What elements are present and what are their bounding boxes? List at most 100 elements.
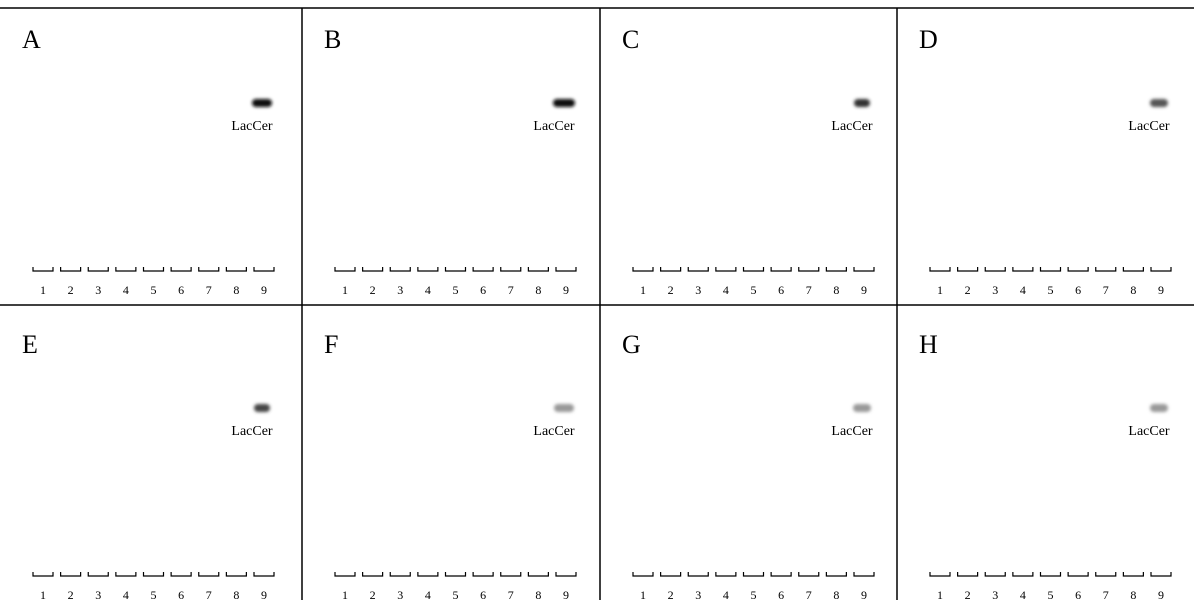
lane-number: 5: [453, 283, 459, 297]
lane-bracket: [958, 572, 978, 576]
band-label: LacCer: [231, 119, 273, 134]
lane-number: 1: [937, 588, 943, 600]
panel-letter: B: [324, 25, 341, 54]
lane-bracket: [446, 572, 466, 576]
lane-number: 2: [68, 283, 74, 297]
lane-bracket: [688, 572, 708, 576]
lane-bracket: [1013, 572, 1033, 576]
lane-number: 3: [695, 283, 701, 297]
lane-bracket: [501, 267, 521, 271]
band-label: LacCer: [533, 424, 575, 439]
lane-bracket: [144, 572, 164, 576]
lane-bracket: [116, 267, 136, 271]
lane-number: 4: [123, 283, 129, 297]
lane-bracket: [688, 267, 708, 271]
lane-number: 9: [861, 283, 867, 297]
lane-bracket: [744, 267, 764, 271]
lane-bracket: [446, 267, 466, 271]
lane-bracket: [1041, 267, 1061, 271]
lane-number: 7: [508, 588, 514, 600]
lane-number: 8: [833, 283, 839, 297]
lane-bracket: [254, 572, 274, 576]
lane-bracket: [116, 572, 136, 576]
lane-bracket: [363, 572, 383, 576]
lane-number: 4: [723, 588, 729, 600]
lane-bracket: [1041, 572, 1061, 576]
lane-number: 7: [508, 283, 514, 297]
lane-number: 6: [1075, 588, 1081, 600]
lane-number: 8: [535, 588, 541, 600]
lane-bracket: [1068, 572, 1088, 576]
lane-bracket: [33, 267, 53, 271]
lane-number: 2: [370, 283, 376, 297]
band: [853, 404, 871, 412]
lane-bracket: [744, 572, 764, 576]
lane-bracket: [716, 572, 736, 576]
lane-number: 5: [453, 588, 459, 600]
lane-bracket: [1096, 267, 1116, 271]
lane-bracket: [633, 267, 653, 271]
lane-bracket: [1123, 267, 1143, 271]
lane-number: 6: [778, 283, 784, 297]
figure: ALacCer123456789BLacCer123456789CLacCer1…: [0, 0, 1194, 600]
lane-number: 1: [40, 283, 46, 297]
lane-bracket: [335, 572, 355, 576]
lane-number: 9: [1158, 283, 1164, 297]
lane-number: 9: [563, 588, 569, 600]
lane-number: 4: [123, 588, 129, 600]
lane-bracket: [528, 572, 548, 576]
lane-number: 6: [778, 588, 784, 600]
lane-number: 3: [95, 588, 101, 600]
panel-letter: G: [622, 330, 641, 359]
lane-number: 1: [937, 283, 943, 297]
band-label: LacCer: [1128, 119, 1170, 134]
lane-bracket: [985, 267, 1005, 271]
lane-number: 7: [806, 588, 812, 600]
lane-number: 1: [640, 588, 646, 600]
panel-letter: H: [919, 330, 938, 359]
lane-bracket: [930, 267, 950, 271]
lane-number: 9: [563, 283, 569, 297]
lane-bracket: [418, 572, 438, 576]
lane-number: 9: [261, 588, 267, 600]
lane-bracket: [1013, 267, 1033, 271]
lane-number: 6: [480, 588, 486, 600]
lane-number: 8: [1130, 588, 1136, 600]
lane-number: 3: [95, 283, 101, 297]
lane-number: 5: [151, 283, 157, 297]
lane-bracket: [826, 572, 846, 576]
lane-number: 3: [992, 283, 998, 297]
band-label: LacCer: [831, 424, 873, 439]
lane-bracket: [633, 572, 653, 576]
lane-number: 4: [1020, 283, 1026, 297]
lane-bracket: [501, 572, 521, 576]
lane-bracket: [226, 267, 246, 271]
lane-bracket: [799, 267, 819, 271]
lane-bracket: [254, 267, 274, 271]
lane-number: 4: [723, 283, 729, 297]
lane-bracket: [199, 572, 219, 576]
lane-number: 4: [1020, 588, 1026, 600]
lane-bracket: [1151, 572, 1171, 576]
panel-letter: F: [324, 330, 338, 359]
band: [1150, 404, 1168, 412]
lane-bracket: [390, 267, 410, 271]
lane-bracket: [826, 267, 846, 271]
band: [553, 99, 575, 107]
lane-bracket: [958, 267, 978, 271]
lane-number: 3: [397, 588, 403, 600]
lane-number: 8: [233, 283, 239, 297]
lane-number: 9: [861, 588, 867, 600]
lane-number: 1: [40, 588, 46, 600]
lane-number: 9: [1158, 588, 1164, 600]
lane-number: 8: [833, 588, 839, 600]
lane-number: 5: [151, 588, 157, 600]
lane-bracket: [363, 267, 383, 271]
lane-number: 6: [178, 588, 184, 600]
lane-number: 1: [342, 283, 348, 297]
